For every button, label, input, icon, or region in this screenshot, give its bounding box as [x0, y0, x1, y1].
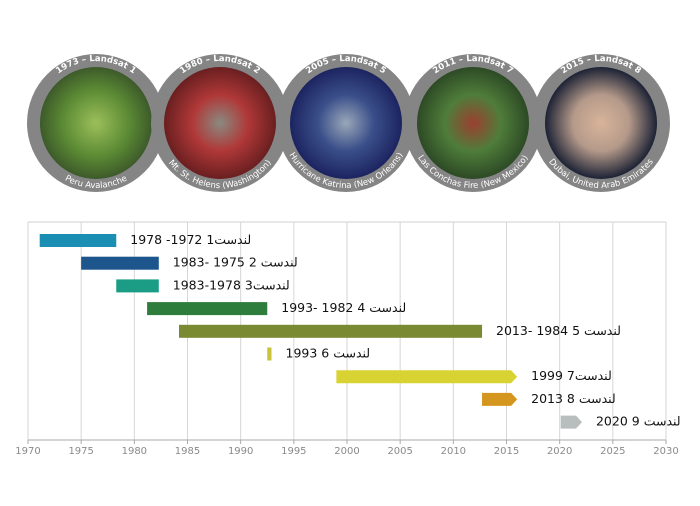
badge-image: [290, 67, 402, 179]
x-tick-label: 2020: [547, 446, 572, 457]
bar: [482, 392, 518, 406]
x-tick-label: 2030: [653, 446, 678, 457]
bar: [39, 234, 117, 247]
bar-label: 2013- 1984 لندست 5: [496, 323, 621, 338]
bar: [560, 415, 582, 429]
bar: [116, 279, 159, 293]
chart: 1970 1975 1980 1985 1990 1995 2000 2005 2010 2015…: [15, 221, 681, 457]
x-tick-label: 1970: [15, 446, 40, 457]
bar-label: 1999 لندست7: [531, 368, 612, 383]
x-tick-label: 1980: [122, 446, 147, 457]
x-tick-label: 2015: [494, 446, 519, 457]
badge-image: [164, 67, 276, 179]
bar: [336, 370, 518, 384]
bar-label: 1983- 1975 لندست 2: [173, 255, 298, 270]
bar: [147, 302, 268, 316]
bar-label: 1993 لندست 6: [286, 346, 371, 361]
bar-label: 2020 لندست 9: [596, 414, 681, 429]
bar: [81, 256, 159, 270]
x-tick-label: 1995: [281, 446, 306, 457]
image-badge: 1980 – Landsat 2Mt. St. Helens (Washingt…: [151, 54, 289, 192]
x-tick-label: 2010: [441, 446, 466, 457]
bar-label: 1978 -1972 لندست1: [130, 232, 251, 247]
bar: [178, 324, 483, 338]
x-tick-label: 1990: [228, 446, 253, 457]
bar-label: 1983-1978 لندست3: [173, 277, 290, 292]
bar-label: 1993- 1982 لندست 4: [281, 300, 406, 315]
x-tick-label: 1985: [175, 446, 200, 457]
x-tick-label: 2025: [600, 446, 625, 457]
x-tick-label: 1975: [68, 446, 93, 457]
badge-image: [417, 67, 529, 179]
badge-image: [545, 67, 657, 179]
bar: [267, 347, 272, 361]
x-tick-label: 2000: [334, 446, 359, 457]
badge-image: [40, 67, 152, 179]
x-tick-label: 2005: [387, 446, 412, 457]
bar-label: 2013 لندست 8: [531, 391, 616, 406]
